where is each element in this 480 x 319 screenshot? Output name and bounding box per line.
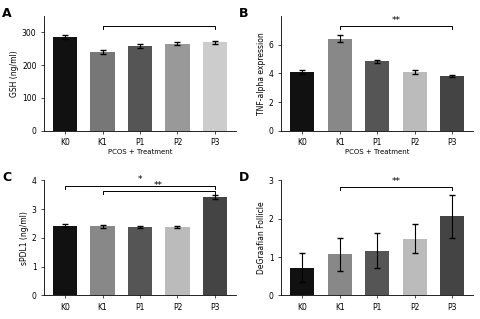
Bar xyxy=(403,72,427,131)
Bar xyxy=(128,227,152,295)
Y-axis label: sPDL1 (ng/ml): sPDL1 (ng/ml) xyxy=(20,211,29,265)
Y-axis label: TNF-alpha expression: TNF-alpha expression xyxy=(257,32,266,115)
Bar xyxy=(53,226,77,295)
Bar xyxy=(53,37,77,131)
Bar xyxy=(365,251,389,295)
Text: **: ** xyxy=(392,16,400,25)
Bar xyxy=(203,197,227,295)
Bar xyxy=(403,239,427,295)
Text: D: D xyxy=(239,171,250,184)
Bar xyxy=(440,76,464,131)
Bar xyxy=(165,227,190,295)
Text: C: C xyxy=(2,171,11,184)
X-axis label: PCOS + Treatment: PCOS + Treatment xyxy=(345,149,409,155)
Bar xyxy=(440,217,464,295)
Y-axis label: DeGraafian Follicle: DeGraafian Follicle xyxy=(257,202,266,274)
Text: **: ** xyxy=(154,181,163,190)
Bar xyxy=(290,72,314,131)
Text: *: * xyxy=(138,175,142,184)
Bar xyxy=(90,52,115,131)
Bar xyxy=(203,42,227,131)
Bar xyxy=(165,44,190,131)
Bar xyxy=(290,268,314,295)
X-axis label: PCOS + Treatment: PCOS + Treatment xyxy=(108,149,172,155)
Bar xyxy=(327,255,352,295)
Y-axis label: GSH (ng/ml): GSH (ng/ml) xyxy=(10,50,19,97)
Text: B: B xyxy=(239,7,249,20)
Text: A: A xyxy=(2,7,12,20)
Bar xyxy=(90,226,115,295)
Bar xyxy=(128,46,152,131)
Bar xyxy=(365,61,389,131)
Bar xyxy=(327,39,352,131)
Text: **: ** xyxy=(392,177,400,186)
